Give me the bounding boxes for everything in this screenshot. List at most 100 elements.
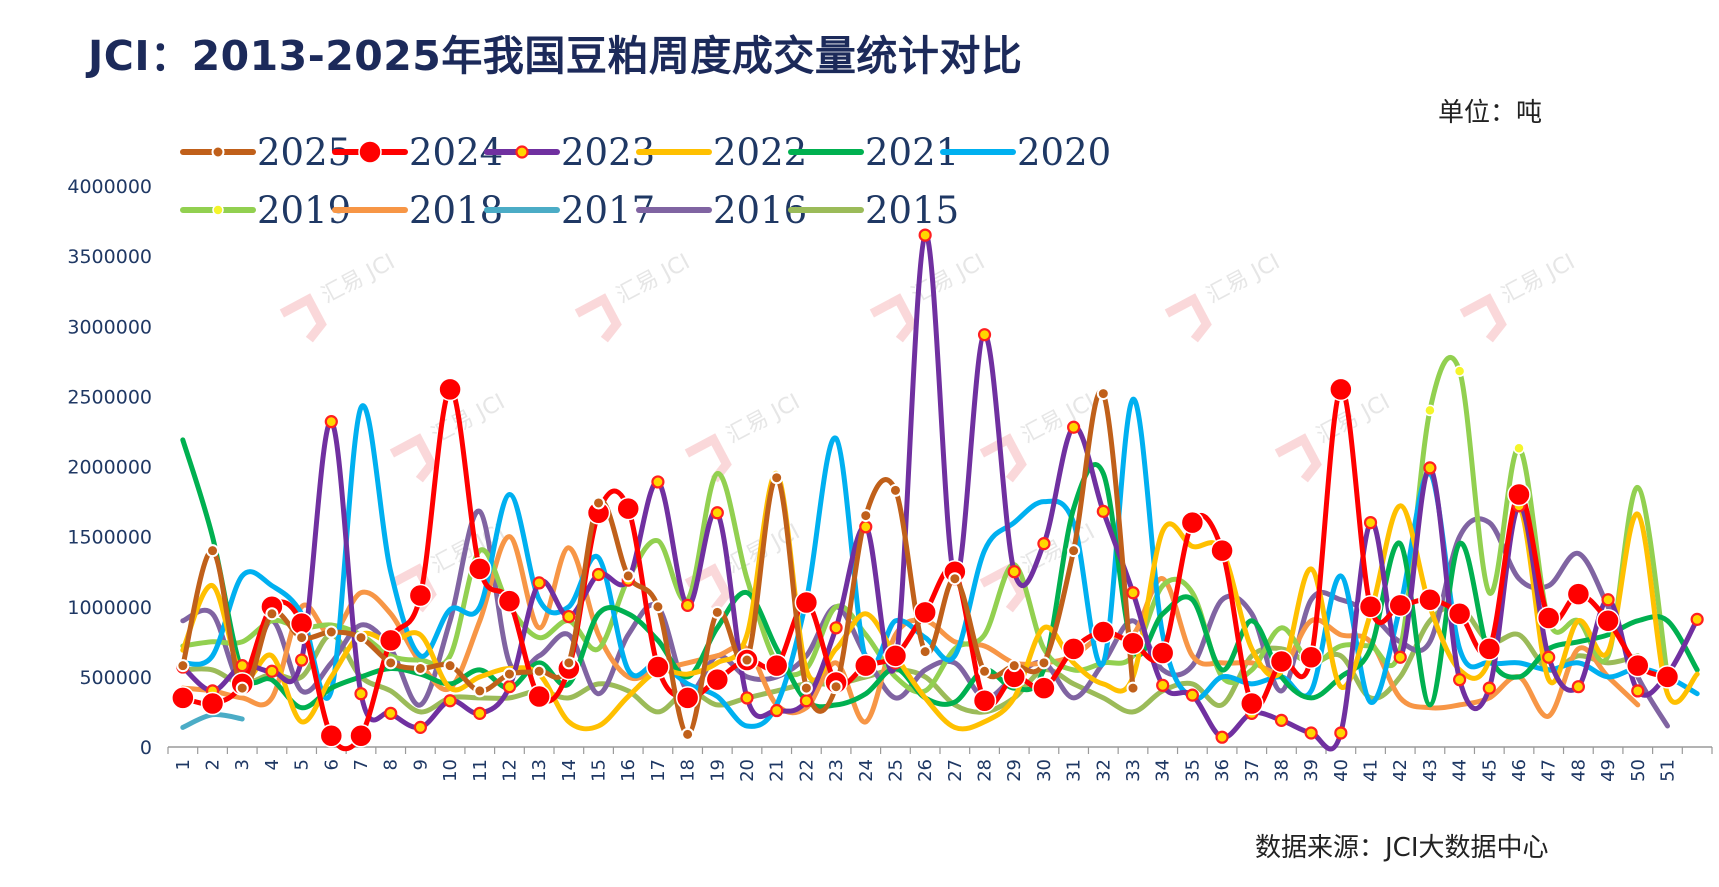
data-point-2023: [384, 706, 398, 720]
data-point-2024: [616, 496, 640, 521]
data-point-2023: [473, 706, 487, 720]
data-point-2025: [1126, 681, 1140, 695]
x-tick-label: 22: [796, 759, 817, 782]
data-point-2025: [1096, 387, 1110, 401]
data-point-2025: [859, 509, 873, 523]
x-tick-label: 20: [737, 759, 758, 782]
data-point-2019: [1513, 442, 1525, 455]
data-point-2023: [1215, 730, 1229, 744]
x-tick-label: 35: [1182, 759, 1203, 782]
data-point-2023: [740, 691, 754, 705]
x-axis: 1 2 3 4 5 6 7 8 9 10 11 12 13 14 15 16 17 18 19 20 21 22 23 24 2…: [167, 746, 1713, 782]
data-point-2023: [1334, 726, 1348, 740]
data-point-2025: [621, 569, 635, 583]
data-point-2023: [799, 694, 813, 708]
x-tick-label: 49: [1598, 759, 1619, 782]
x-tick-label: 30: [1034, 759, 1055, 782]
x-tick-label: 17: [648, 759, 669, 782]
data-point-2024: [1388, 593, 1412, 618]
data-point-2024: [646, 655, 670, 679]
watermark-text: 汇易 JCI: [1017, 519, 1099, 578]
data-point-2023: [1601, 593, 1615, 607]
data-point-2023: [443, 694, 457, 708]
x-tick-label: 10: [440, 759, 461, 782]
x-tick-label: 32: [1093, 759, 1114, 782]
data-point-2024: [1299, 645, 1323, 669]
data-point-2024: [1121, 631, 1145, 655]
data-point-2025: [235, 681, 249, 695]
y-axis: 0 500000 1000000 1500000 2000000 2500000 30000…: [67, 176, 152, 759]
x-tick-label: 31: [1064, 759, 1085, 782]
data-point-2024: [1626, 653, 1650, 678]
data-point-2023: [1304, 726, 1318, 740]
watermark-logo: [389, 433, 437, 483]
data-point-2024: [1655, 665, 1680, 689]
watermark: 汇易 JCI: [279, 249, 399, 343]
x-tick-label: 48: [1568, 759, 1589, 782]
x-tick-label: 46: [1509, 759, 1530, 782]
data-point-2024: [854, 653, 878, 678]
watermark-logo: [279, 293, 327, 343]
legend: 2025 2024 2023 2022 2021 2020 2019 2018 2017 2016…: [180, 131, 1111, 232]
data-point-2024: [1507, 482, 1531, 507]
data-point-2025: [265, 607, 279, 621]
unit-label: 单位：吨: [1438, 98, 1543, 128]
watermark-logo: [574, 293, 622, 343]
x-tick-label: 2: [203, 759, 224, 770]
watermark-text: 汇易 JCI: [317, 249, 399, 308]
data-point-2024: [1210, 538, 1234, 563]
data-point-2024: [1329, 377, 1353, 402]
data-point-2024: [675, 686, 700, 710]
data-point-2023: [1571, 680, 1585, 694]
x-tick-label: 26: [915, 759, 936, 782]
x-tick-label: 27: [945, 759, 966, 782]
data-point-2023: [1185, 688, 1199, 702]
x-tick-label: 51: [1657, 759, 1678, 782]
data-point-2025: [948, 572, 962, 586]
legend-item-2024: 2024: [332, 131, 503, 174]
watermark: 汇易 JCI: [574, 249, 694, 343]
x-tick-label: 47: [1539, 759, 1560, 782]
data-point-2025: [799, 681, 813, 695]
data-point-2024: [408, 583, 433, 608]
y-tick-label: 4000000: [67, 176, 152, 198]
data-point-2024: [319, 724, 344, 748]
data-point-2025: [710, 605, 724, 619]
data-point-2025: [295, 631, 309, 645]
page-title: JCI：2013-2025年我国豆粕周度成交量统计对比: [88, 32, 1023, 80]
legend-item-2017: 2017: [484, 189, 655, 232]
legend-item-2025: 2025: [180, 131, 351, 174]
x-tick-label: 9: [410, 759, 431, 770]
data-point-2024: [705, 667, 730, 692]
x-tick-label: 43: [1420, 759, 1441, 782]
legend-marker: [212, 204, 224, 216]
x-tick-label: 13: [529, 759, 550, 782]
data-point-2025: [770, 471, 784, 485]
data-point-2023: [1631, 684, 1645, 698]
legend-marker: [211, 145, 225, 159]
x-tick-label: 39: [1301, 759, 1322, 782]
watermark-logo: [1164, 293, 1212, 343]
data-point-2023: [1037, 537, 1051, 551]
data-point-2024: [1269, 649, 1294, 674]
data-point-2025: [1007, 659, 1021, 673]
x-tick-label: 34: [1153, 759, 1174, 782]
data-point-2023: [1690, 612, 1704, 626]
data-point-2023: [651, 475, 665, 489]
data-point-2023: [1393, 650, 1407, 664]
x-tick-label: 45: [1479, 759, 1500, 782]
watermark-text: 汇易 JCI: [1202, 249, 1284, 308]
legend-item-2019: 2019: [180, 189, 351, 232]
data-point-2024: [378, 628, 403, 653]
x-tick-label: 37: [1242, 759, 1263, 782]
data-point-2023: [977, 328, 992, 342]
watermark-logo: [1274, 433, 1322, 483]
legend-item-2020: 2020: [940, 131, 1111, 174]
x-tick-label: 5: [292, 759, 313, 770]
data-point-2024: [1596, 609, 1620, 633]
legend-item-2016: 2016: [636, 189, 807, 232]
x-tick-label: 11: [470, 759, 491, 782]
data-point-2024: [1091, 620, 1116, 644]
watermark: 汇易 JCI: [1459, 249, 1579, 343]
x-tick-label: 12: [499, 759, 520, 782]
